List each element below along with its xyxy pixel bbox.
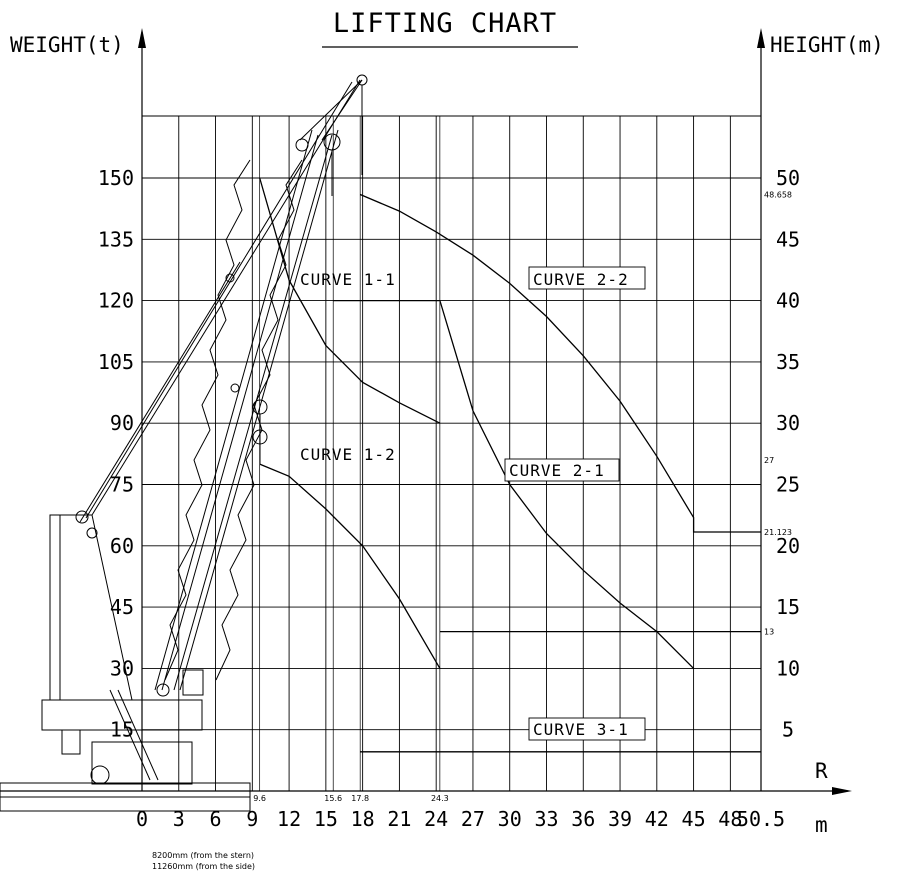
y-right-tick-label: 20 — [776, 534, 800, 558]
crane-drawing — [0, 74, 368, 812]
y-right-tick-label: 50 — [776, 166, 800, 190]
x-axis-label: R — [815, 759, 828, 783]
x-tick-label: 18 — [351, 807, 375, 831]
y-right-tick-label: 5 — [782, 718, 794, 742]
y-left-tick-label: 150 — [98, 166, 134, 190]
y-right-tick-label: 10 — [776, 656, 800, 680]
x-tick-label: 36 — [571, 807, 595, 831]
x-tick-label: 30 — [498, 807, 522, 831]
y-right-axis-label: HEIGHT(m) — [770, 33, 884, 57]
curve-line-2 — [333, 299, 695, 669]
x-tick-label: 21 — [387, 807, 411, 831]
footnote-stern: 8200mm (from the stern) — [152, 851, 254, 860]
chart-title: LIFTING CHART — [333, 8, 557, 39]
right-annotation-label: 13 — [764, 628, 774, 637]
y-left-tick-label: 105 — [98, 350, 134, 374]
y-right-tick-label: 40 — [776, 289, 800, 313]
y-right-tick-label: 30 — [776, 411, 800, 435]
y-right-tick-label: 15 — [776, 595, 800, 619]
y-left-tick-label: 30 — [110, 656, 134, 680]
grid: 0 3 6 9 12 15 18 21 24 27 30 33 36 39 42 45 4850.5153045… — [98, 115, 800, 831]
curve-label-1-1: CURVE 1-1 — [300, 270, 396, 289]
y-left-tick-label: 75 — [110, 473, 134, 497]
y-left-tick-label: 90 — [110, 411, 134, 435]
x-tick-label: 0 — [136, 807, 148, 831]
right-annotation-label: 27 — [764, 456, 774, 465]
x-tick-label: 3 — [173, 807, 185, 831]
curve-labels: CURVE 1-1 CURVE 2-2 CURVE 1-2 CURVE 2-1 … — [300, 266, 646, 741]
x-tick-label: 48 — [718, 807, 742, 831]
y-right-tick-label: 35 — [776, 350, 800, 374]
curve-line-3 — [359, 193, 761, 533]
annotations: 9.6 15.6 17.8 24.3 48.658 27 21.123 13 — [253, 116, 792, 803]
x-tick-label: 15 — [314, 807, 338, 831]
x-tick-label: 50.5 — [737, 807, 785, 831]
x-tick-label: 33 — [534, 807, 558, 831]
curve-label-box-3-1 — [528, 717, 646, 741]
x-tick-label: 9 — [246, 807, 258, 831]
x-annotation-label: 9.6 — [253, 794, 266, 803]
curve-line-0 — [259, 177, 441, 424]
curve-line-1 — [259, 463, 441, 669]
y-left-tick-label: 60 — [110, 534, 134, 558]
y-left-tick-label: 120 — [98, 289, 134, 313]
curve-label-2-2: CURVE 2-2 — [533, 270, 629, 289]
x-tick-label: 42 — [645, 807, 669, 831]
curves — [259, 177, 761, 753]
footnote-side: 11260mm (from the side) — [152, 862, 255, 871]
x-tick-label: 24 — [424, 807, 448, 831]
y-left-axis-label: WEIGHT(t) — [10, 33, 124, 57]
curve-label-1-2: CURVE 1-2 — [300, 445, 396, 464]
x-tick-label: 12 — [277, 807, 301, 831]
right-annotation-label: 48.658 — [764, 190, 792, 199]
x-axis-unit: m — [815, 813, 828, 837]
x-annotation-label: 17.8 — [351, 794, 369, 803]
curve-label-box-2-2 — [528, 266, 646, 290]
x-tick-label: 45 — [682, 807, 706, 831]
y-left-tick-label: 135 — [98, 227, 134, 251]
curve-label-box-2-1 — [504, 458, 620, 482]
y-right-tick-label: 45 — [776, 227, 800, 251]
x-annotation-label: 24.3 — [431, 794, 449, 803]
x-tick-label: 6 — [210, 807, 222, 831]
curve-label-2-1: CURVE 2-1 — [509, 461, 605, 480]
right-annotation-label: 21.123 — [764, 528, 792, 537]
y-right-tick-label: 25 — [776, 473, 800, 497]
x-tick-label: 39 — [608, 807, 632, 831]
x-tick-label: 27 — [461, 807, 485, 831]
curve-label-3-1: CURVE 3-1 — [533, 720, 629, 739]
x-annotation-label: 15.6 — [324, 794, 342, 803]
